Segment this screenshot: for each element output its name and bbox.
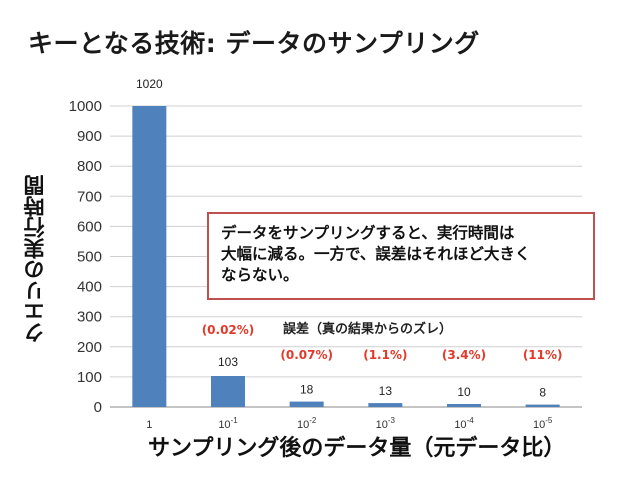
y-tick-label: 200 <box>77 339 102 356</box>
x-tick-label: 10-5 <box>533 416 553 431</box>
y-tick-label: 900 <box>77 128 102 145</box>
y-tick-label: 800 <box>77 158 102 175</box>
error-label: (0.07%) <box>280 348 333 362</box>
callout-line-3: ならない。 <box>221 266 299 284</box>
y-tick-label: 700 <box>77 188 102 205</box>
y-tick-label: 1000 <box>69 98 102 115</box>
callout-line-1: データをサンプリングすると、実行時間は <box>221 224 515 242</box>
y-tick-label: 500 <box>77 249 102 266</box>
callout-line-2: 大幅に減る。一方で、誤差はそれほど大きく <box>221 245 531 263</box>
error-legend-title: 誤差（真の結果からのズレ） <box>283 321 452 337</box>
error-label: (0.02%) <box>202 323 255 337</box>
x-tick-label: 10-1 <box>218 416 238 431</box>
bar <box>368 403 403 407</box>
bar <box>132 106 167 407</box>
x-tick-label: 10-4 <box>454 416 474 431</box>
y-tick-label: 0 <box>94 399 102 416</box>
y-tick-label: 300 <box>77 309 102 326</box>
data-label: 103 <box>218 355 238 369</box>
bar <box>289 401 324 407</box>
data-label: 18 <box>300 383 314 397</box>
bar <box>447 403 481 407</box>
x-tick-label: 1 <box>146 419 152 431</box>
y-tick-label: 400 <box>77 279 102 296</box>
y-tick-label: 600 <box>77 218 102 235</box>
callout-box: データをサンプリングすると、実行時間は 大幅に減る。一方で、誤差はそれほど大きく… <box>207 212 595 300</box>
data-label: 1020 <box>136 77 163 91</box>
page-title: キーとなる技術: データのサンプリング <box>28 29 480 58</box>
data-label: 8 <box>539 386 546 400</box>
y-tick-label: 100 <box>77 369 102 386</box>
x-axis-label: サンプリング後のデータ量（元データ比） <box>148 436 566 461</box>
error-label: (3.4%) <box>442 348 486 362</box>
error-label: (11%) <box>523 348 563 362</box>
x-tick-label: 10-2 <box>297 416 317 431</box>
x-tick-label: 10-3 <box>376 416 396 431</box>
bar <box>211 375 245 407</box>
bar <box>525 404 560 407</box>
data-label: 10 <box>457 385 471 399</box>
data-label: 13 <box>379 384 393 398</box>
y-axis-label: クエリの実行時間 <box>23 175 47 343</box>
error-label: (1.1%) <box>363 348 407 362</box>
